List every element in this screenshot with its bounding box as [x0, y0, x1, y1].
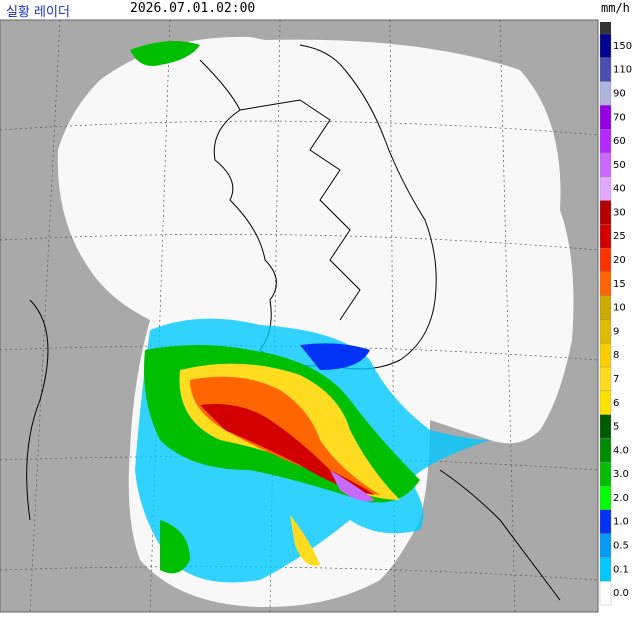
legend-swatch: [599, 33, 612, 58]
legend-label: 2.0: [613, 493, 629, 504]
legend-label: 9: [613, 326, 619, 337]
legend-label: 110: [613, 65, 632, 76]
legend-swatch: [599, 152, 612, 177]
legend-label: 70: [613, 112, 626, 123]
legend-swatch: [599, 247, 612, 273]
legend-label: 3.0: [613, 469, 629, 480]
legend-swatch: [599, 319, 612, 344]
precipitation: [130, 41, 490, 583]
legend-swatch: [599, 366, 612, 392]
legend-swatch: [599, 105, 612, 130]
legend-label: 0.0: [613, 588, 629, 599]
legend-swatch: [599, 271, 612, 296]
legend-swatch: [599, 224, 612, 249]
legend-label: 25: [613, 231, 626, 242]
legend-label: 40: [613, 184, 626, 195]
legend-label: 30: [613, 207, 626, 218]
legend-label: 1.0: [613, 517, 629, 528]
legend-swatch: [599, 509, 612, 534]
legend-swatch: [599, 295, 612, 320]
legend-swatch: [599, 414, 612, 439]
legend-swatch: [599, 462, 612, 487]
legend-swatch: [599, 57, 612, 82]
legend-label: 5: [613, 422, 619, 433]
legend-swatch: [599, 485, 612, 510]
legend-label: 15: [613, 279, 626, 290]
legend-swatch: [599, 200, 612, 225]
legend-label: 60: [613, 136, 626, 147]
legend-label: 0.5: [613, 541, 629, 552]
legend-swatch: [599, 343, 612, 368]
legend-label: 150: [613, 41, 632, 52]
title: 실황 레이더: [6, 5, 70, 20]
legend-swatch: [599, 557, 612, 582]
legend-label: 20: [613, 255, 626, 266]
legend-label: 50: [613, 160, 626, 171]
legend-top-swatch: [600, 22, 611, 34]
grid: [0, 19, 599, 613]
legend-swatch: [599, 581, 612, 606]
legend-swatch: [599, 176, 612, 201]
timestamp: 2026.07.01.02:00: [130, 1, 256, 16]
legend-label: 6: [613, 398, 619, 409]
legend-label: 10: [613, 303, 626, 314]
legend-swatch: [599, 81, 612, 106]
unit: mm/h: [601, 1, 630, 15]
legend-label: 4.0: [613, 445, 629, 456]
legend-label: 90: [613, 88, 626, 99]
legend-swatch: [599, 390, 612, 415]
legend-swatch: [599, 129, 612, 154]
legend-label: 7: [613, 374, 619, 385]
legend-label: 8: [613, 350, 619, 361]
legend-swatch: [599, 533, 612, 558]
legend-label: 0.1: [613, 564, 629, 575]
legend: 150 110 90 70 60 50 40 30 25 20 15 10 9 8 7 6 5 4.0 3.0 2.0…: [599, 22, 632, 606]
legend-swatch: [599, 438, 612, 463]
